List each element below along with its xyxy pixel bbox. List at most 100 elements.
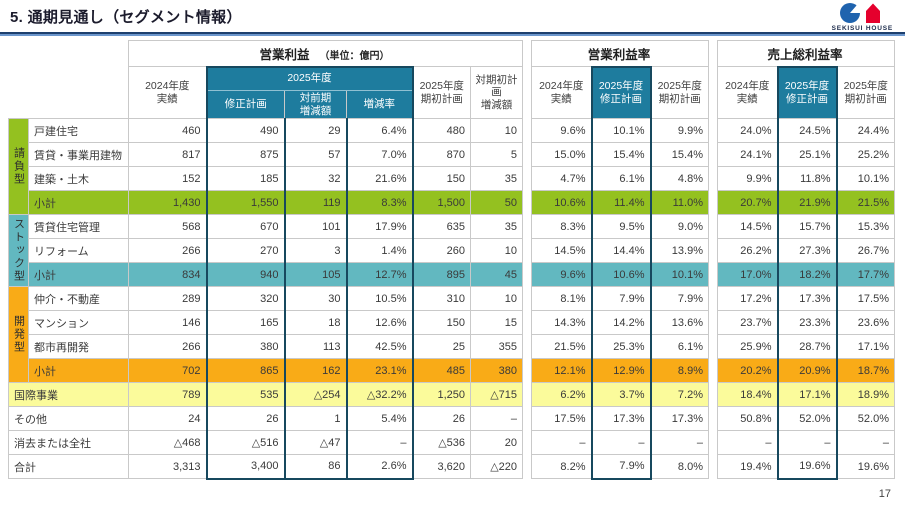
col-header-initial: 2025年度 期初計画 bbox=[412, 66, 471, 119]
gpm-value: 19.6% bbox=[836, 454, 895, 479]
table-row: 8.1% 7.9% 7.9% bbox=[531, 286, 709, 311]
op-value: 30 bbox=[283, 286, 347, 311]
table-row: 24.0% 24.5% 24.4% bbox=[717, 118, 895, 143]
op-value: 635 bbox=[412, 214, 471, 239]
gpm-value: 17.3% bbox=[776, 286, 838, 311]
op-value: 105 bbox=[283, 262, 347, 287]
op-value: 20 bbox=[470, 430, 523, 455]
gpm-value: 19.4% bbox=[717, 454, 778, 479]
op-value: △468 bbox=[128, 430, 207, 455]
opm-value: 13.6% bbox=[650, 310, 709, 335]
op-value: 834 bbox=[128, 262, 207, 287]
col-header-change-rate: 増減率 bbox=[346, 90, 414, 119]
table-row: 6.2% 3.7% 7.2% bbox=[531, 382, 709, 407]
table-row: 17.5% 17.3% 17.3% bbox=[531, 406, 709, 431]
op-value: 3,313 bbox=[128, 454, 207, 479]
opm-header-initial: 2025年度 期初計画 bbox=[650, 66, 709, 119]
op-value: – bbox=[470, 406, 523, 431]
col-header-fy2025: 2025年度 bbox=[205, 65, 414, 91]
col-header-vs-initial: 対期初計画 増減額 bbox=[470, 66, 523, 119]
op-value: 380 bbox=[205, 334, 285, 359]
table-row: 消去または全社 △468 △516 △47– △536 20 bbox=[8, 430, 523, 455]
table-row: 賃貸・事業用建物 817 875 57 7.0% 870 5 bbox=[9, 142, 523, 167]
table-row: 小計 702 865 162 23.1% 485 380 bbox=[9, 358, 523, 383]
op-value: △47 bbox=[283, 430, 347, 455]
op-value: 35 bbox=[470, 166, 523, 191]
op-value: 266 bbox=[128, 238, 207, 263]
op-tbody: 請負型 戸建住宅 460 490 29 6.4% 480 10 賃貸・事業用建物 817 875 57… bbox=[8, 118, 523, 480]
table-row: 4.7% 6.1% 4.8% bbox=[531, 166, 709, 191]
gpm-value: 17.7% bbox=[836, 262, 895, 287]
op-value: 32 bbox=[283, 166, 347, 191]
gpm-value: 24.5% bbox=[776, 118, 838, 143]
segment-name: 都市再開発 bbox=[28, 334, 129, 359]
opm-value: 9.9% bbox=[650, 118, 709, 143]
segment-name: マンション bbox=[28, 310, 129, 335]
opm-value: 10.6% bbox=[531, 190, 592, 215]
table-row: 開発型 仲介・不動産 289 320 30 10.5% 310 10 bbox=[8, 286, 523, 383]
table-row: 9.6% 10.6% 10.1% bbox=[531, 262, 709, 287]
op-value: 702 bbox=[128, 358, 207, 383]
op-value: 165 bbox=[205, 310, 285, 335]
op-value: △220 bbox=[470, 454, 523, 479]
opm-value: 8.3% bbox=[531, 214, 592, 239]
gpm-value: 23.7% bbox=[717, 310, 778, 335]
group-label: 請負型 bbox=[8, 118, 29, 215]
opm-value: 15.4% bbox=[590, 142, 652, 167]
op-value: 2.6% bbox=[345, 454, 414, 480]
op-value: 480 bbox=[412, 118, 471, 143]
op-value: 21.6% bbox=[345, 166, 414, 191]
opm-value: 13.9% bbox=[650, 238, 709, 263]
opm-value: 17.5% bbox=[531, 406, 592, 431]
opm-value: 8.0% bbox=[650, 454, 709, 479]
op-value: 3,620 bbox=[412, 454, 471, 479]
gross-margin-table: 売上総利益率 2024年度 実績 2025年度 修正計画 2025年度 期初計画… bbox=[717, 40, 895, 480]
table-row: 14.5% 15.7% 15.3% bbox=[717, 214, 895, 239]
segment-name: 合計 bbox=[8, 454, 129, 479]
group-label-text: ストック型 bbox=[12, 218, 25, 283]
op-value: 150 bbox=[412, 310, 471, 335]
op-value: 29 bbox=[283, 118, 347, 143]
gpm-value: – bbox=[776, 430, 838, 455]
op-value: 24 bbox=[128, 406, 207, 431]
op-value: 23.1% bbox=[345, 358, 414, 383]
opm-value: 8.2% bbox=[531, 454, 592, 479]
operating-margin-table: 営業利益率 2024年度 実績 2025年度 修正計画 2025年度 期初計画 … bbox=[531, 40, 709, 480]
company-logo: SEKISUI HOUSE bbox=[832, 0, 893, 33]
opm-value: 10.1% bbox=[590, 118, 652, 143]
op-value: △715 bbox=[470, 382, 523, 407]
opm-value: 11.0% bbox=[650, 190, 709, 215]
table-row: マンション 146 165 18 12.6% 150 15 bbox=[9, 310, 523, 335]
op-value: 310 bbox=[412, 286, 471, 311]
op-value: 10 bbox=[470, 118, 523, 143]
gpm-value: 20.2% bbox=[717, 358, 778, 383]
group-label: 開発型 bbox=[8, 286, 29, 383]
table-row: – – – bbox=[717, 430, 895, 455]
op-value: 355 bbox=[470, 334, 523, 359]
table-row: 14.5% 14.4% 13.9% bbox=[531, 238, 709, 263]
table-row: 15.0% 15.4% 15.4% bbox=[531, 142, 709, 167]
op-value: △32.2% bbox=[345, 382, 414, 407]
op-value: △536 bbox=[412, 430, 471, 455]
op-value: 940 bbox=[205, 262, 285, 287]
op-value: 1 bbox=[283, 406, 347, 431]
op-value: 6.4% bbox=[345, 118, 414, 143]
op-table-title: 営業利益 （単位：億円） bbox=[128, 40, 523, 67]
op-value: 5.4% bbox=[345, 406, 414, 431]
op-value: 8.3% bbox=[345, 190, 414, 215]
op-value: 789 bbox=[128, 382, 207, 407]
op-value: 26 bbox=[205, 406, 285, 431]
gpm-value: 52.0% bbox=[776, 406, 838, 431]
op-value: 18 bbox=[283, 310, 347, 335]
op-value: 45 bbox=[470, 262, 523, 287]
gross-margin-header: 売上総利益率 2024年度 実績 2025年度 修正計画 2025年度 期初計画 bbox=[717, 40, 895, 119]
table-row: 都市再開発 266 380 113 42.5% 25 355 bbox=[9, 334, 523, 359]
table-row: 25.9% 28.7% 17.1% bbox=[717, 334, 895, 359]
segment-name: 消去または全社 bbox=[8, 430, 129, 455]
op-value: 490 bbox=[205, 118, 285, 143]
table-row: 23.7% 23.3% 23.6% bbox=[717, 310, 895, 335]
segment-name: 建築・土木 bbox=[28, 166, 129, 191]
segment-tables: 営業利益 （単位：億円） 2024年度 実績 2025年度 2025年度 期初計画… bbox=[8, 40, 905, 480]
gpm-value: 28.7% bbox=[776, 334, 838, 359]
gpm-value: 26.7% bbox=[836, 238, 895, 263]
